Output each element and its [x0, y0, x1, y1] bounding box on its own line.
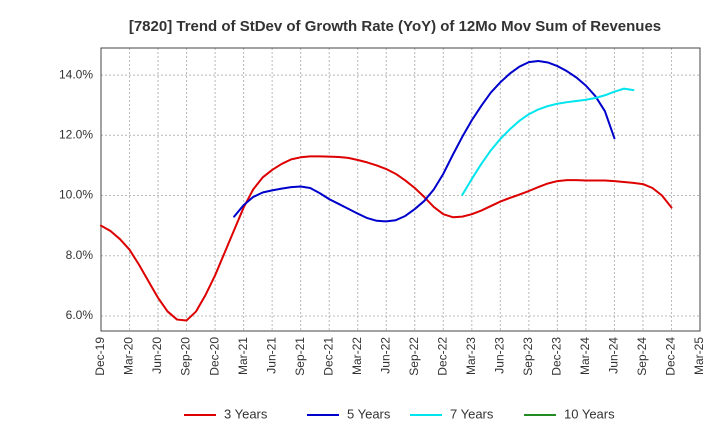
plot-series [100, 59, 673, 322]
x-tick-label: Dec-22 [435, 337, 449, 376]
legend-item-7-years: 7 Years [410, 406, 494, 421]
legend-label: 5 Years [347, 406, 391, 421]
x-tick-label: Jun-22 [378, 337, 392, 374]
y-tick-label: 10.0% [59, 188, 93, 202]
x-tick-label: Sep-23 [521, 337, 535, 376]
y-tick-label: 8.0% [66, 248, 94, 262]
axes: Dec-19 Mar-20 Jun-20 Sep-20 Dec-20 Mar-21 Jun-… [59, 47, 706, 376]
series-line-3-years [100, 155, 673, 322]
x-tick-label: Jun-24 [607, 337, 621, 374]
y-tick-label: 14.0% [59, 67, 93, 81]
x-tick-label: Dec-21 [321, 337, 335, 376]
legend-item-3-years: 3 Years [184, 406, 268, 421]
x-tick-label: Jun-21 [264, 337, 278, 374]
x-tick-label: Dec-23 [550, 337, 564, 376]
legend-label: 7 Years [450, 406, 494, 421]
x-tick-label: Sep-24 [635, 337, 649, 376]
x-tick-label: Jun-23 [493, 337, 507, 374]
x-tick-label: Jun-20 [150, 337, 164, 374]
x-tick-label: Dec-20 [207, 337, 221, 376]
legend-item-5-years: 5 Years [307, 406, 391, 421]
y-tick-label: 6.0% [66, 308, 94, 322]
y-tick-label: 12.0% [59, 127, 93, 141]
x-tick-label: Mar-25 [692, 337, 706, 375]
series-line-7-years [461, 87, 635, 196]
x-tick-label: Mar-22 [350, 337, 364, 375]
legend-label: 10 Years [564, 406, 615, 421]
x-tick-label: Mar-23 [464, 337, 478, 375]
x-tick-label: Mar-24 [578, 337, 592, 375]
grid [101, 48, 700, 331]
x-tick-label: Sep-22 [407, 337, 421, 376]
legend-label: 3 Years [224, 406, 268, 421]
x-tick-label: Mar-20 [122, 337, 136, 375]
legend-item-10-years: 10 Years [524, 406, 615, 421]
legend: 3 Years 5 Years 7 Years 10 Years [184, 406, 615, 421]
x-tick-label: Dec-19 [93, 337, 107, 376]
x-tick-label: Sep-21 [293, 337, 307, 376]
x-tick-label: Dec-24 [664, 337, 678, 376]
series-line-5-years [233, 59, 616, 223]
chart-title: [7820] Trend of StDev of Growth Rate (Yo… [129, 18, 661, 35]
x-tick-label: Mar-21 [236, 337, 250, 375]
x-tick-label: Sep-20 [179, 337, 193, 376]
plot-frame [100, 47, 701, 332]
